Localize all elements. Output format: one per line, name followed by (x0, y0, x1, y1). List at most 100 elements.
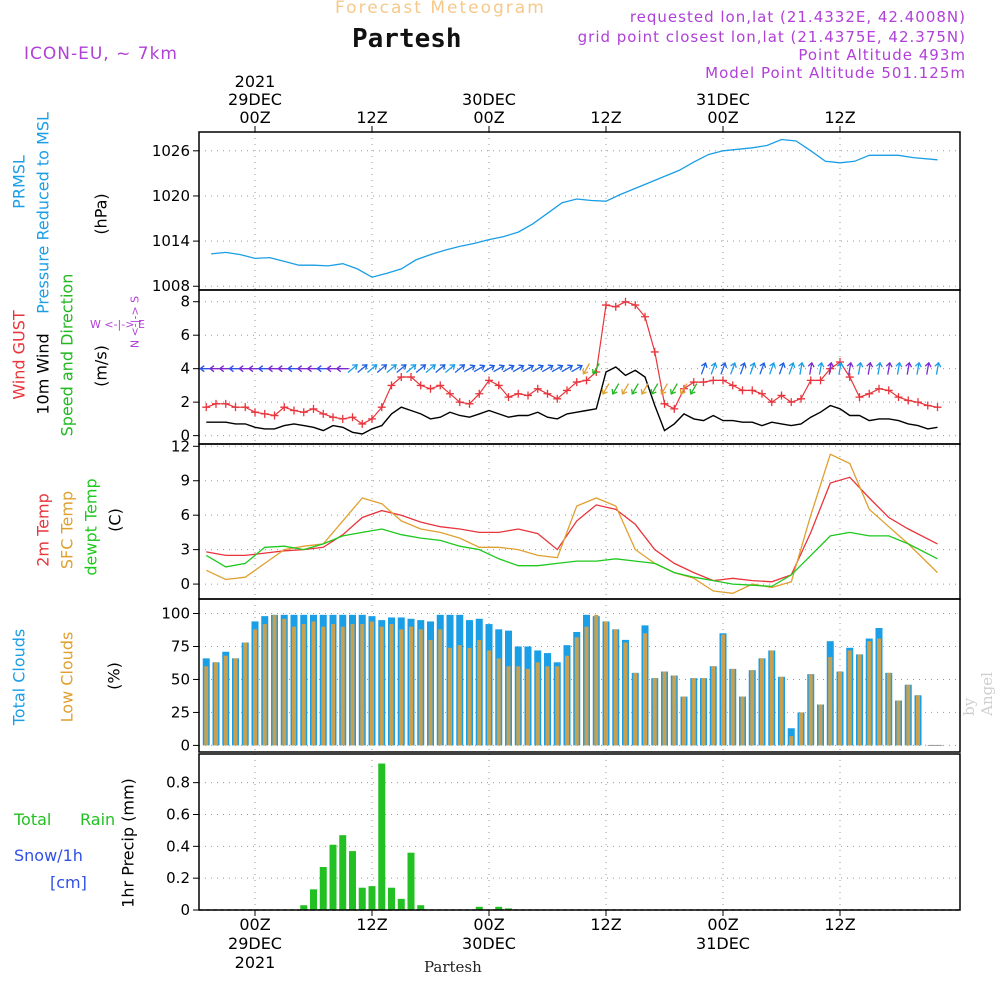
ytick-label: 1008 (152, 277, 190, 295)
gust-marker (572, 378, 581, 387)
xtick-label-bottom: 00Z (239, 915, 270, 934)
low-cloud-bar (691, 678, 696, 746)
wind-direction-arrow (435, 364, 446, 374)
dewpt-line (205, 528, 938, 588)
xtick-label-top: 00Z (239, 108, 270, 127)
rain-bar (388, 887, 395, 910)
ytick-label: 0.6 (166, 805, 190, 823)
low-cloud-bar (750, 670, 755, 746)
requested-coords: requested lon,lat (21.4332E, 42.4008N) (629, 8, 966, 26)
arrow-shape (502, 364, 515, 373)
gust-marker (260, 409, 269, 418)
xtick-label-bottom: 12Z (590, 915, 621, 934)
low-cloud-bar (604, 621, 608, 746)
gust-marker (767, 398, 776, 407)
arrow-shape (914, 361, 922, 375)
gust-marker (563, 386, 571, 395)
ytick-label: 0 (180, 575, 190, 593)
arrow-shape (473, 364, 486, 373)
gust-marker (280, 403, 289, 412)
gust-marker (377, 403, 386, 412)
low-cloud-bar (321, 626, 326, 746)
gust-marker (416, 381, 425, 390)
low-cloud-bar (448, 647, 452, 746)
arrow-shape (493, 364, 505, 373)
wind-direction-arrow (827, 361, 835, 375)
arrow-shape (866, 361, 874, 375)
low-cloud-bar (886, 672, 891, 746)
wind-direction-arrow (660, 383, 669, 395)
gust-marker (748, 386, 757, 395)
low-cloud-bar (350, 624, 355, 746)
ytick-label: 100 (161, 605, 190, 623)
wind-direction-arrow (611, 383, 620, 395)
grid-layer (199, 132, 960, 911)
low-cloud-bar (555, 666, 560, 746)
xtick-label-bottom: 00Z (473, 915, 504, 934)
low-cloud-bar (584, 626, 589, 746)
wind-direction-arrow (759, 362, 767, 375)
low-cloud-bar (438, 629, 443, 746)
low-cloud-bar (623, 642, 628, 746)
ytick-label: 1020 (152, 187, 190, 205)
arrow-shape (463, 364, 476, 373)
low-cloud-bar (906, 684, 911, 746)
xtick-label-bottom: 29DEC (228, 934, 282, 953)
gust-marker (660, 399, 669, 408)
wind-direction-arrow (807, 361, 815, 375)
arrow-shape (924, 361, 932, 375)
gust-marker (270, 411, 279, 420)
ytick-label: 0.8 (166, 774, 190, 792)
gust-marker (787, 398, 796, 407)
rain-label-total: Total (14, 810, 52, 829)
wind-direction-arrow (366, 364, 378, 374)
wind-direction-arrow (376, 364, 388, 374)
rain-bar (349, 851, 356, 910)
arrow-shape (611, 383, 620, 395)
ytick-label: 0.4 (166, 837, 190, 855)
xtick-label-bottom: 12Z (356, 915, 387, 934)
ytick-label: 4 (180, 360, 190, 378)
low-cloud-bar (799, 712, 803, 746)
wind-direction-arrow (720, 362, 728, 375)
arrow-shape (640, 383, 649, 395)
low-cloud-bar (311, 621, 316, 746)
arrow-shape (875, 361, 883, 375)
low-cloud-bar (331, 624, 335, 746)
arrow-shape (807, 361, 815, 375)
arrow-shape (730, 362, 737, 375)
gust-marker (914, 398, 922, 407)
ytick-label: 8 (180, 293, 190, 311)
gust-marker (543, 389, 552, 398)
gust-marker (553, 394, 562, 403)
wind-direction-arrow (846, 361, 854, 375)
low-cloud-bar (711, 666, 716, 746)
low-cloud-bar (379, 626, 384, 746)
low-cloud-bar (847, 650, 852, 746)
xtick-label-bottom: 12Z (824, 915, 855, 934)
gust-marker (319, 409, 328, 418)
ytick-label: 6 (180, 326, 190, 344)
rain-label-rain: Rain (80, 810, 116, 829)
gust-marker (611, 302, 620, 311)
gust-marker (387, 381, 396, 390)
low-cloud-bar (740, 696, 745, 746)
arrow-shape (512, 364, 525, 373)
gust-marker (241, 403, 250, 412)
rain-bar (319, 867, 327, 910)
gust-marker (221, 399, 230, 408)
wind-direction-arrow (797, 361, 805, 375)
low-cloud-bar (233, 658, 238, 746)
gust-marker (884, 386, 893, 395)
arrow-shape (797, 361, 805, 375)
rain-bar (397, 898, 405, 910)
arrow-shape (454, 364, 466, 374)
gust-marker (641, 312, 649, 321)
arrow-shape (396, 364, 407, 374)
gust-marker (699, 378, 708, 387)
wind-direction-arrow (522, 364, 535, 373)
wind-direction-arrow (582, 363, 591, 375)
wind-direction-arrow (502, 364, 515, 373)
gust-marker (621, 297, 630, 306)
wind-direction-arrow (425, 364, 436, 374)
